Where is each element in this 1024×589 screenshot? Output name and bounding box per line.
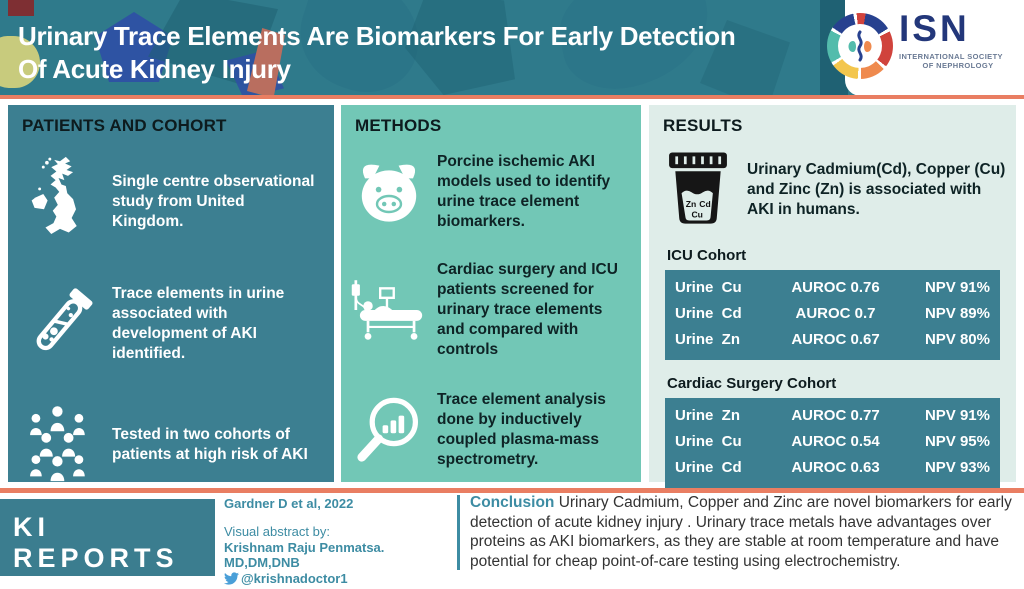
cup-label-cu: Cu: [691, 209, 702, 219]
table-cell-sample: Urine Zn: [675, 331, 741, 348]
table-cell-npv: NPV 89%: [924, 305, 990, 322]
magnifier-chart-icon: [357, 397, 418, 462]
page-title-line2: Of Acute Kidney Injury: [18, 54, 291, 84]
table-cell-sample: Urine Zn: [675, 407, 741, 424]
isn-acronym: ISN: [899, 8, 970, 49]
table-cell-npv: NPV 91%: [924, 407, 990, 424]
isn-logo-icon: [827, 13, 893, 79]
table-cell-auroc: AUROC 0.63: [791, 459, 880, 476]
table-cell-npv: NPV 80%: [924, 331, 990, 348]
icu-bed-icon: [351, 280, 423, 340]
uk-map-icon: [31, 156, 77, 234]
page-title: Urinary Trace Elements Are Biomarkers Fo…: [18, 20, 736, 86]
header-divider: [0, 95, 1024, 99]
list-item: Trace elements in urine associated with …: [8, 280, 334, 368]
footer-divider: [0, 488, 1024, 493]
table-cell-sample: Urine Cd: [675, 305, 742, 322]
isn-logo-box: ISN INTERNATIONAL SOCIETY OF NEPHROLOGY: [827, 0, 1024, 96]
icu-cohort-heading: ICU Cohort: [667, 247, 747, 264]
results-summary-text: Urinary Cadmium(Cd), Copper (Cu) and Zin…: [747, 161, 1006, 218]
table-cell-auroc: AUROC 0.54: [791, 433, 880, 450]
table-row: Urine Zn AUROC 0.77 NPV 91%: [675, 403, 990, 429]
patients-item-text: Single centre observational study from U…: [112, 173, 315, 230]
ki-reports-subtitle: Kidney International Reports: [14, 577, 183, 589]
ki-reports-title: KI REPORTS: [13, 512, 179, 573]
icu-cohort-table: Urine Cu AUROC 0.76 NPV 91% Urine Cd AUR…: [665, 270, 1000, 360]
conclusion-label: Conclusion: [470, 494, 555, 511]
list-item: Porcine ischemic AKI models used to iden…: [341, 152, 641, 232]
conclusion-block: Conclusion Urinary Cadmium, Copper and Z…: [470, 493, 1020, 571]
table-cell-sample: Urine Cu: [675, 279, 742, 296]
patients-item-text: Trace elements in urine associated with …: [112, 285, 285, 362]
list-item: Cardiac surgery and ICU patients screene…: [341, 260, 641, 360]
conclusion-text: Urinary Cadmium, Copper and Zinc are nov…: [470, 494, 1012, 570]
methods-item-text: Porcine ischemic AKI models used to iden…: [437, 153, 611, 230]
credit-label: Visual abstract by:: [224, 524, 330, 539]
pig-icon: [361, 164, 417, 222]
cardiac-cohort-heading: Cardiac Surgery Cohort: [667, 375, 837, 392]
cardiac-cohort-table: Urine Zn AUROC 0.77 NPV 91% Urine Cu AUR…: [665, 398, 1000, 488]
table-row: Urine Cd AUROC 0.7 NPV 89%: [675, 301, 990, 327]
isn-name-line2: OF NEPHROLOGY: [922, 61, 994, 70]
table-cell-auroc: AUROC 0.67: [791, 331, 880, 348]
citation: Gardner D et al, 2022: [224, 496, 354, 511]
cup-label-zn: Zn: [686, 199, 697, 209]
twitter-icon: [224, 572, 239, 585]
panel-results: RESULTS Zn Cd Cu Urinary Cadmium(Cd), Co…: [649, 105, 1016, 488]
table-row: Urine Cu AUROC 0.76 NPV 91%: [675, 275, 990, 301]
table-cell-auroc: AUROC 0.77: [791, 407, 880, 424]
isn-name-line1: INTERNATIONAL SOCIETY: [899, 52, 1003, 61]
results-heading: RESULTS: [663, 116, 743, 135]
table-cell-sample: Urine Cu: [675, 433, 742, 450]
page-title-line1: Urinary Trace Elements Are Biomarkers Fo…: [18, 21, 736, 51]
footer-vertical-divider: [457, 495, 460, 570]
credits-block: Gardner D et al, 2022 Visual abstract by…: [224, 496, 454, 586]
panel-methods: METHODS Porcine ischemic AKI models used…: [341, 105, 641, 482]
table-row: Urine Cu AUROC 0.54 NPV 95%: [675, 429, 990, 455]
panel-patients-and-cohort: PATIENTS AND COHORT Single centre observ…: [8, 105, 334, 482]
test-tube-icon: [36, 288, 93, 351]
methods-heading: METHODS: [355, 116, 442, 135]
list-item: Tested in two cohorts of patients at hig…: [8, 400, 334, 490]
credit-name: Krishnam Raju Penmatsa. MD,DM,DNB: [224, 540, 385, 570]
table-cell-auroc: AUROC 0.76: [791, 279, 880, 296]
table-row: Urine Zn AUROC 0.67 NPV 80%: [675, 327, 990, 353]
ki-reports-logo: KI REPORTS Kidney International Reports: [0, 499, 215, 589]
results-summary: Zn Cd Cu Urinary Cadmium(Cd), Copper (Cu…: [649, 148, 1016, 232]
table-row: Urine Cd AUROC 0.63 NPV 93%: [675, 455, 990, 481]
isn-kidney-glyph-icon: [848, 30, 872, 62]
people-group-icon: [30, 406, 85, 482]
urine-sample-cup-icon: Zn Cd Cu: [669, 152, 727, 224]
twitter-handle[interactable]: @krishnadoctor1: [241, 571, 348, 586]
list-item: Trace element analysis done by inductive…: [341, 390, 641, 470]
decorative-shape: [8, 0, 34, 16]
decorative-shape: [0, 36, 40, 88]
table-cell-npv: NPV 93%: [924, 459, 990, 476]
isn-wordmark: ISN INTERNATIONAL SOCIETY OF NEPHROLOGY: [899, 8, 1017, 70]
table-cell-sample: Urine Cd: [675, 459, 742, 476]
methods-item-text: Trace element analysis done by inductive…: [437, 391, 606, 468]
table-cell-npv: NPV 91%: [924, 279, 990, 296]
table-cell-auroc: AUROC 0.7: [795, 305, 876, 322]
methods-item-text: Cardiac surgery and ICU patients screene…: [437, 261, 618, 358]
patients-heading: PATIENTS AND COHORT: [22, 116, 227, 135]
patients-item-text: Tested in two cohorts of patients at hig…: [112, 426, 308, 463]
cup-label-cd: Cd: [699, 199, 710, 209]
table-cell-npv: NPV 95%: [924, 433, 990, 450]
list-item: Single centre observational study from U…: [8, 154, 334, 250]
